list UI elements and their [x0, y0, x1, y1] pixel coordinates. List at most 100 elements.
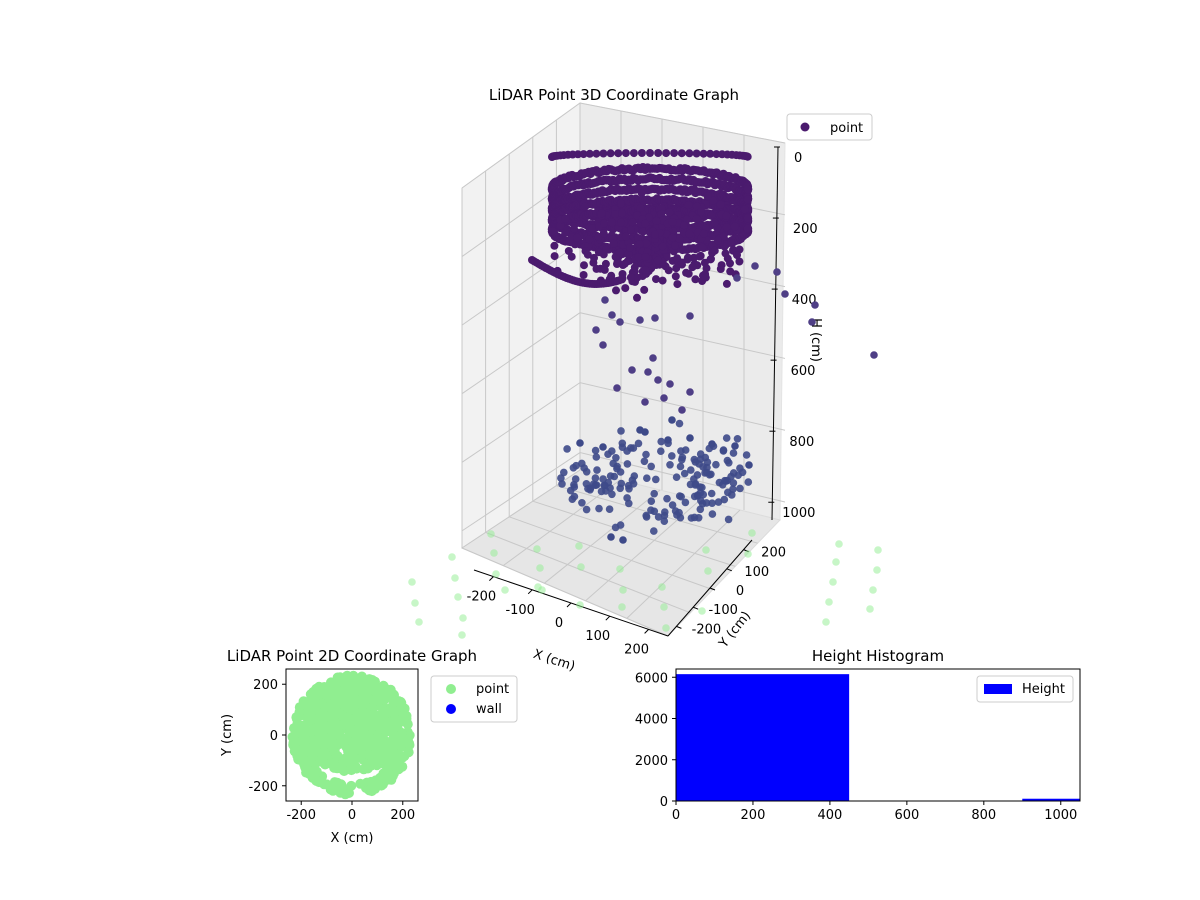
chart3d-projection-point	[873, 566, 881, 574]
chart3d-point	[640, 285, 649, 294]
chart3d-point	[690, 185, 699, 194]
chart3d-z-axis-line	[771, 146, 779, 521]
chart3d-point	[637, 189, 646, 198]
chart2d-point	[319, 779, 330, 790]
chart2d-legend-label-point: point	[476, 682, 509, 697]
chart3d-point	[647, 506, 655, 514]
chart2d-point	[311, 683, 322, 694]
chart3d-point	[609, 239, 618, 248]
chart3d-point	[556, 221, 565, 230]
chart2d-point	[378, 724, 389, 735]
chart3d-point	[708, 510, 717, 518]
chart3d-y-tick-label: 100	[744, 565, 769, 580]
hist-x-tick-label: 200	[741, 808, 766, 823]
chart2d-x-tick-label: -200	[286, 808, 316, 823]
chart3d-projection-point	[536, 564, 544, 572]
chart3d-projection-point	[454, 593, 462, 601]
chart3d-projection-point	[534, 583, 542, 591]
chart2d-point	[396, 714, 407, 725]
chart3d-point	[712, 460, 720, 469]
chart3d-point	[706, 149, 715, 158]
chart3d-point	[870, 351, 878, 359]
chart2d-point	[371, 682, 382, 693]
chart3d-point	[724, 515, 733, 524]
chart3d-point	[601, 259, 610, 268]
chart3d-point	[625, 485, 633, 493]
chart3d-point	[730, 222, 739, 231]
chart3d-point	[609, 459, 617, 468]
chart3d-point	[735, 257, 744, 266]
chart3d-point	[592, 481, 601, 489]
chart3d-projection-point	[533, 545, 541, 553]
chart2d-point	[399, 703, 410, 714]
chart3d-point	[683, 253, 692, 262]
chart3d-legend: point	[786, 113, 873, 141]
chart2d-point	[359, 728, 370, 739]
chart3d-point	[611, 210, 619, 219]
chart3d-point	[591, 474, 600, 482]
chart2d-point	[372, 739, 382, 750]
chart2d-point	[317, 755, 328, 765]
chart3d-point	[598, 188, 607, 197]
chart3d-x-tick	[644, 629, 649, 634]
chart3d-point	[586, 484, 595, 493]
chart3d-projection-point	[619, 586, 627, 594]
chart3d-point	[680, 469, 689, 478]
chart2d-point	[317, 717, 328, 727]
chart3d-projection-point	[616, 565, 624, 573]
chart3d-projection-point	[825, 598, 833, 606]
chart3d-point	[697, 207, 705, 216]
chart3d-point	[733, 274, 741, 282]
chart3d-point	[811, 301, 819, 309]
hist-x-tick-label: 0	[672, 808, 680, 823]
chart3d-projection-point	[451, 574, 459, 582]
chart3d-point	[601, 296, 609, 304]
chart2d-point	[374, 752, 385, 763]
chart3d-point	[733, 251, 741, 260]
chart3d-point	[686, 312, 694, 320]
chart3d-legend-marker-point	[800, 122, 810, 132]
chart3d-point	[709, 196, 718, 205]
chart2d-point	[303, 716, 314, 727]
chart3d-projection-point	[501, 586, 509, 594]
chart2d-point	[311, 775, 322, 786]
chart3d-point	[712, 150, 721, 159]
chart3d-point	[569, 224, 578, 233]
chart3d-point	[662, 149, 671, 158]
chart3d-point	[629, 149, 638, 158]
chart3d-point	[657, 437, 665, 446]
chart3d-point	[725, 459, 733, 467]
chart3d-projection-point	[698, 607, 706, 615]
hist-ticks: 0 200 400 600 800 1000 0 2000 4000 6000	[635, 671, 1077, 823]
chart3d-y-tick-label: 0	[736, 584, 744, 599]
hist-bars	[676, 674, 1080, 801]
chart2d-point	[377, 704, 388, 715]
chart3d-point	[640, 457, 649, 466]
chart3d-point	[561, 215, 570, 223]
chart2d-point	[351, 763, 362, 774]
chart3d-point	[560, 468, 568, 477]
chart3d-projection-point	[458, 631, 466, 639]
chart3d-point	[636, 426, 644, 434]
hist-title: Height Histogram	[812, 647, 944, 665]
chart3d-projection-point	[408, 578, 416, 586]
chart3d-x-tick	[527, 589, 533, 595]
chart3d-x-tick	[566, 602, 572, 608]
chart3d-point	[671, 272, 680, 281]
chart3d-point	[600, 219, 609, 228]
chart3d-point	[634, 253, 643, 261]
chart2d-point	[332, 685, 343, 696]
chart3d-point	[629, 444, 638, 452]
chart3d-point	[671, 241, 679, 250]
chart3d-point	[695, 252, 704, 261]
chart3d-projection-point	[492, 570, 500, 578]
chart3d-point	[699, 149, 708, 158]
chart3d-point	[717, 261, 726, 270]
chart3d-projection-point	[866, 605, 874, 613]
chart3d-gridline-floor	[544, 489, 661, 584]
chart3d-point	[630, 263, 639, 272]
chart3d-point	[607, 218, 616, 227]
chart3d-point	[740, 205, 749, 214]
chart3d-point	[599, 341, 607, 349]
chart3d-point	[579, 150, 588, 159]
